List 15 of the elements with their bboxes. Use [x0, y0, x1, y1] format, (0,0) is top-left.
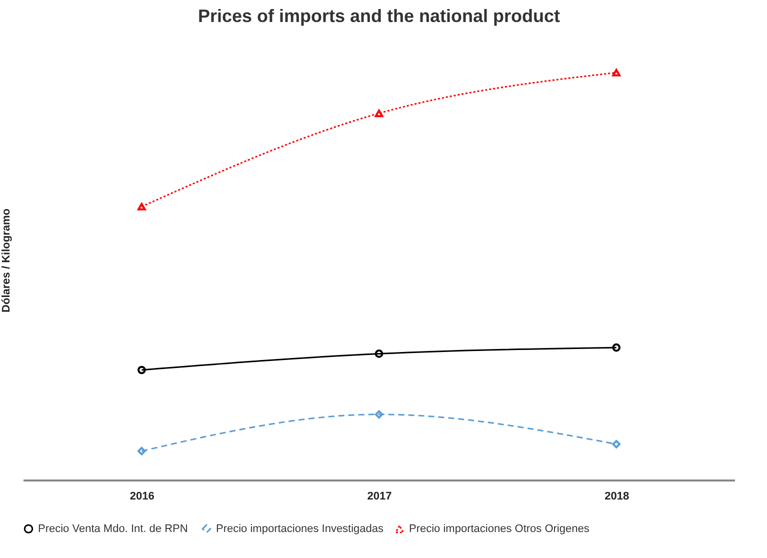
- x-tick-label: 2017: [367, 490, 392, 502]
- point: [138, 446, 146, 456]
- point: [138, 202, 146, 210]
- point: [612, 440, 620, 448]
- legend-label: Precio importaciones Investigadas: [216, 522, 384, 535]
- point: [374, 110, 384, 118]
- x-tick-label: 2016: [130, 490, 154, 502]
- x-tick-label: 2018: [604, 490, 630, 502]
- point: [374, 410, 384, 419]
- legend-label: Precio importaciones Otros Origenes: [409, 523, 590, 536]
- legend-label: Precio Venta Mdo. Int. de RPN: [38, 522, 188, 535]
- chart-title: Prices of imports and the national product: [198, 6, 560, 26]
- point: [612, 68, 620, 76]
- point: [374, 350, 384, 358]
- y-axis-title: Dólares / Kilogramo: [0, 208, 12, 312]
